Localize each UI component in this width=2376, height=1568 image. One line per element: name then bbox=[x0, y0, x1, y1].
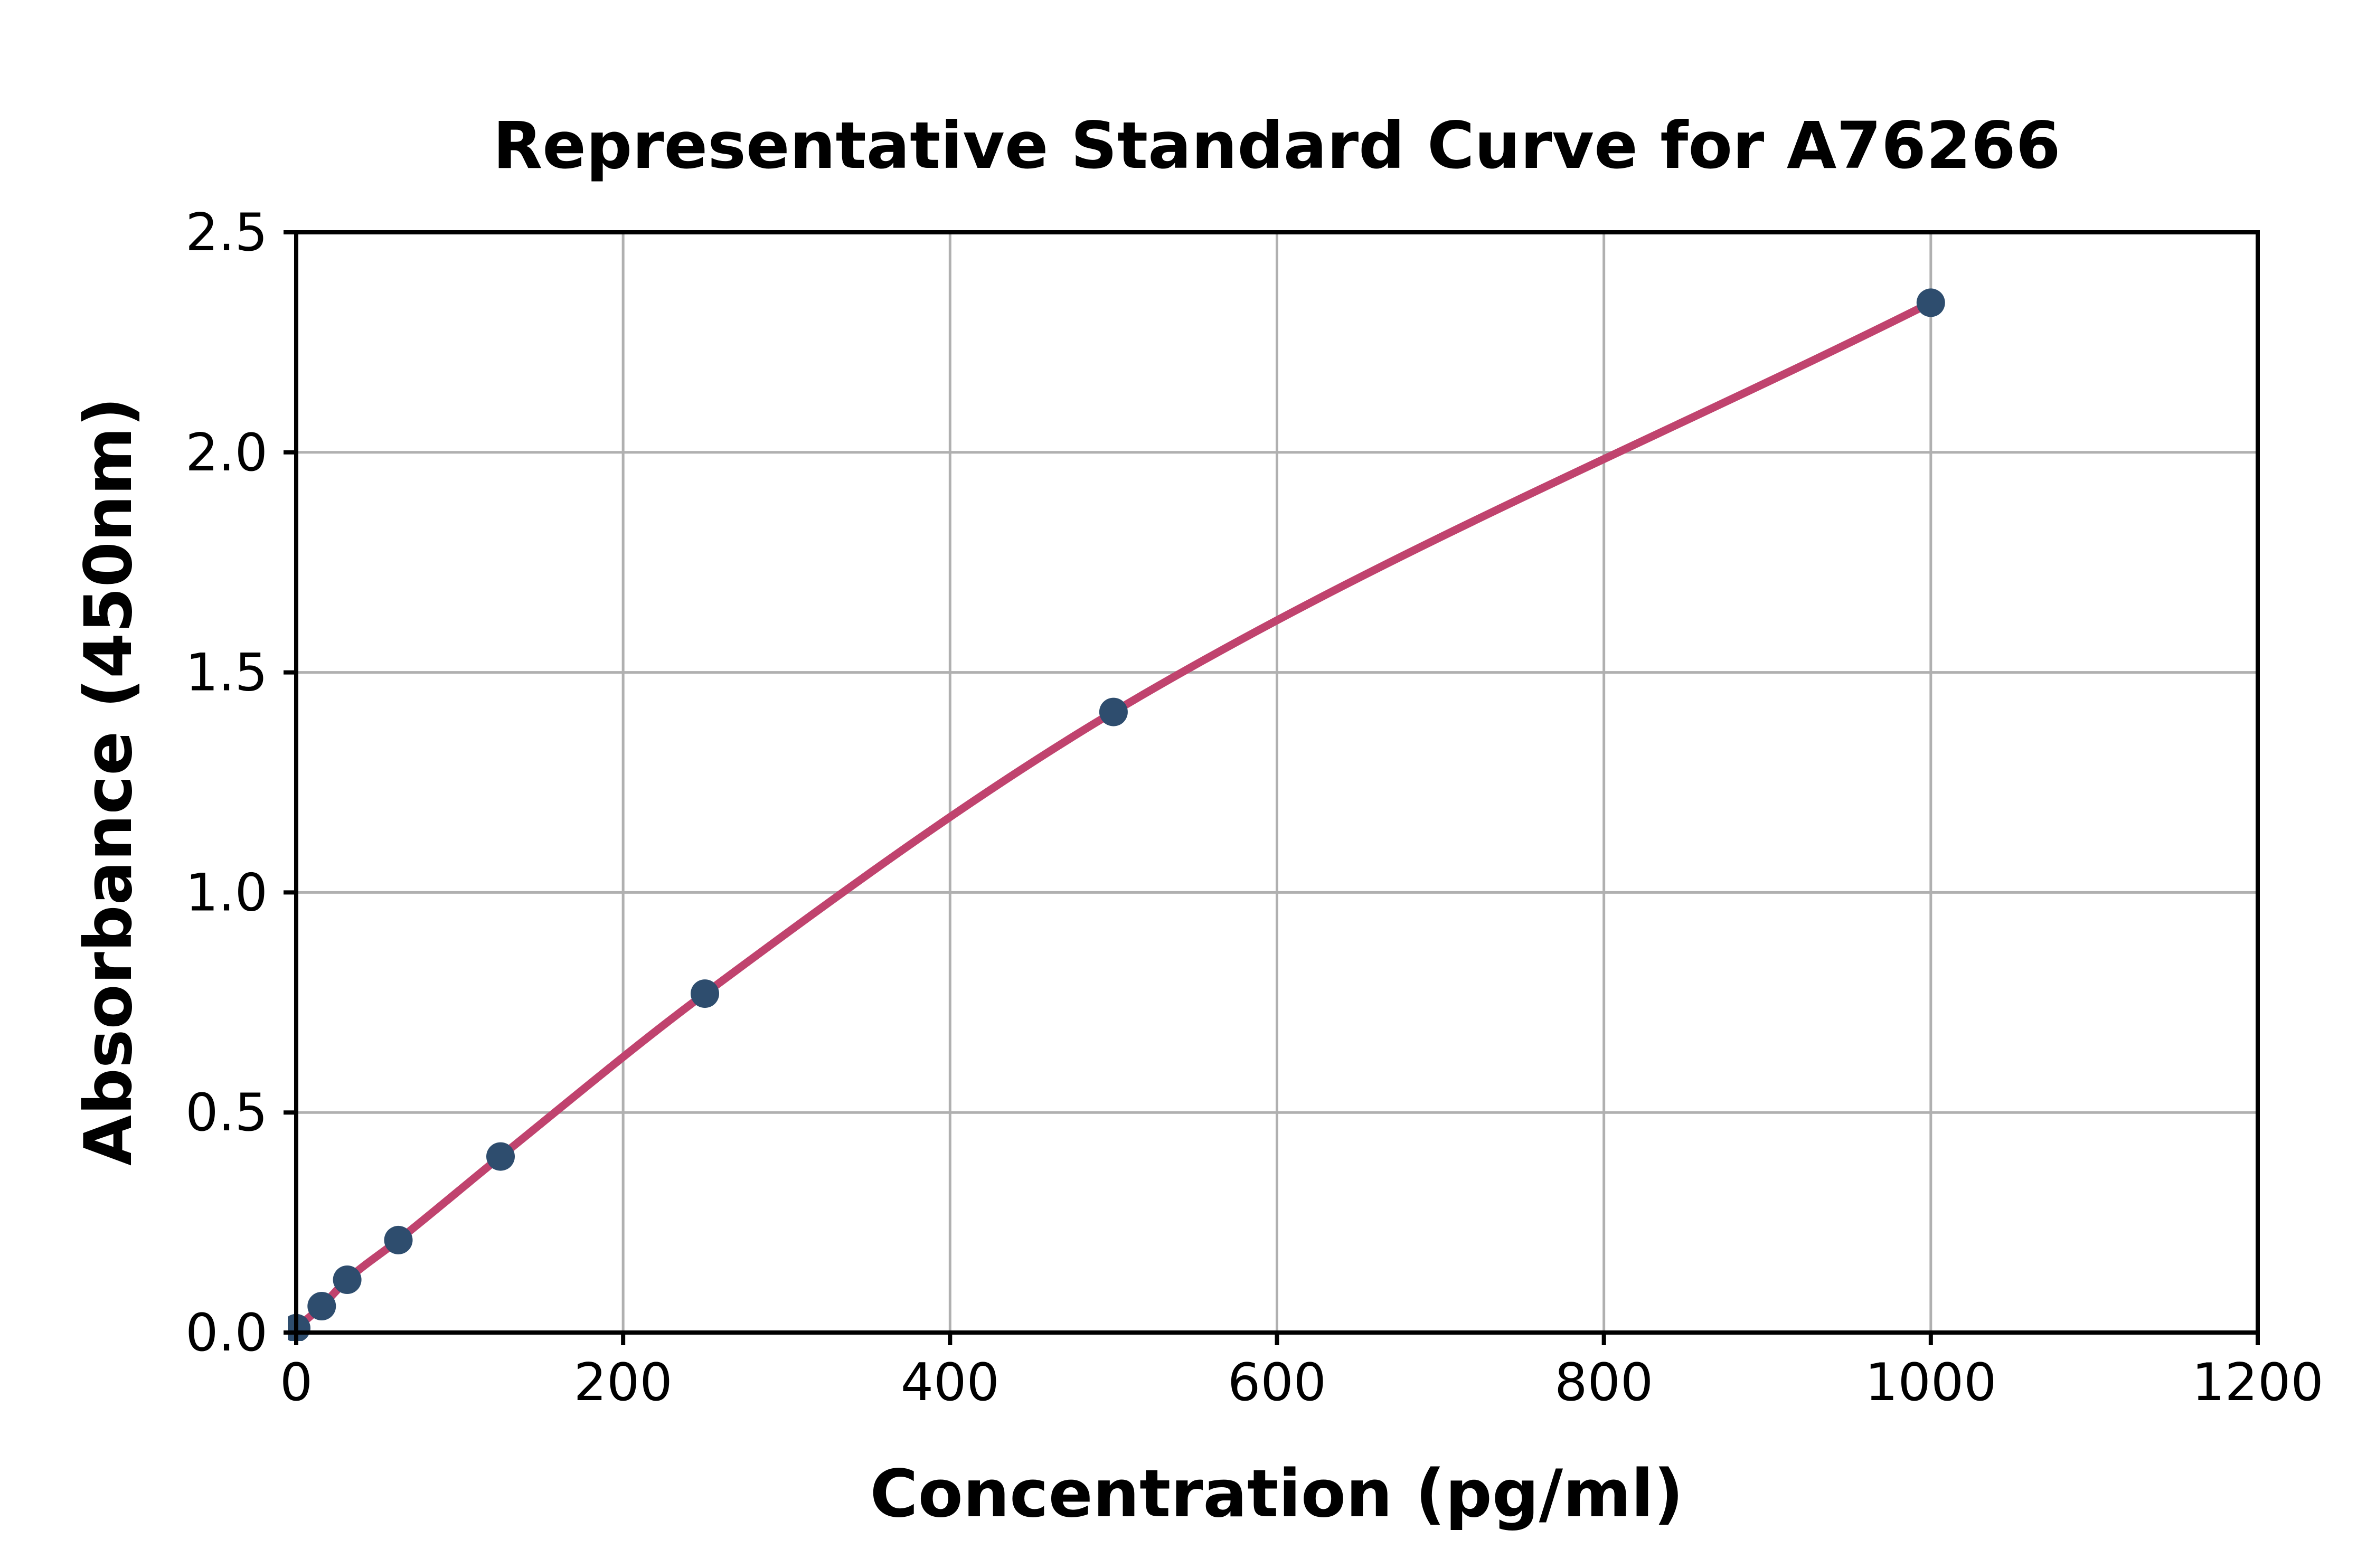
y-tick-label: 2.0 bbox=[185, 423, 268, 483]
x-axis-label: Concentration (pg/ml) bbox=[870, 1456, 1684, 1532]
x-tick-label: 400 bbox=[901, 1353, 1000, 1413]
data-point bbox=[1099, 697, 1128, 726]
chart-title: Representative Standard Curve for A76266 bbox=[493, 108, 2060, 183]
tick-marks bbox=[284, 230, 2260, 1345]
y-axis-label: Absorbance (450nm) bbox=[71, 397, 147, 1166]
data-point bbox=[307, 1292, 336, 1320]
y-tick-label: 1.5 bbox=[185, 643, 268, 703]
y-tick-label: 0.0 bbox=[185, 1303, 268, 1363]
x-tick-label: 1000 bbox=[1865, 1353, 1996, 1413]
fit-curve bbox=[292, 298, 1935, 1333]
data-points-layer bbox=[288, 288, 1945, 1341]
data-point bbox=[384, 1225, 413, 1254]
data-point bbox=[1916, 288, 1945, 317]
x-tick-label: 0 bbox=[280, 1353, 313, 1413]
gridlines bbox=[295, 231, 2259, 1334]
x-tick-label: 600 bbox=[1228, 1353, 1326, 1413]
fit-curve-layer bbox=[292, 298, 1935, 1333]
y-tick-label: 2.5 bbox=[185, 203, 268, 263]
data-point bbox=[691, 979, 719, 1008]
y-tick-label: 1.0 bbox=[185, 863, 268, 923]
x-tick-label: 200 bbox=[574, 1353, 673, 1413]
data-point bbox=[486, 1142, 515, 1171]
data-point bbox=[333, 1265, 362, 1294]
x-tick-label: 1200 bbox=[2192, 1353, 2323, 1413]
tick-labels: 0 200 400 600 800 1000 1200 0.0 0.5 1.0 1.5 2.0 2.5 bbox=[185, 203, 2324, 1413]
x-tick-label: 800 bbox=[1554, 1353, 1653, 1413]
y-tick-label: 0.5 bbox=[185, 1083, 268, 1143]
